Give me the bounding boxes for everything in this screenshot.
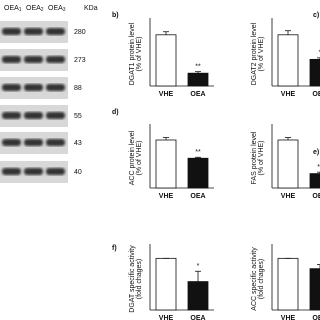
y-axis-label: DGAT1 protein level xyxy=(129,22,136,85)
x-tick-label: OEA xyxy=(312,315,320,320)
x-tick-label: VHE xyxy=(281,193,296,200)
bar xyxy=(277,139,299,189)
mw-label: 273 xyxy=(74,57,86,64)
y-axis-label: (% of VHE) xyxy=(258,140,265,175)
lane-name: OEA xyxy=(4,5,19,12)
significance: ** xyxy=(195,64,201,71)
blot-band xyxy=(2,139,21,146)
y-axis-label: (% of VHE) xyxy=(258,36,265,71)
blot-band xyxy=(2,84,21,91)
bar xyxy=(277,34,299,87)
x-tick-label: OEA xyxy=(190,315,205,320)
blot-band xyxy=(46,28,65,35)
panel-label: d) xyxy=(112,109,119,116)
blot-band xyxy=(24,168,43,175)
significance: * xyxy=(319,50,320,57)
lane-name: OEA xyxy=(48,5,63,12)
panel-label: b) xyxy=(112,12,119,19)
panel-label: c) xyxy=(313,12,319,19)
x-tick-label: VHE xyxy=(159,315,174,320)
blot-band xyxy=(46,56,65,63)
lane-label: OEA2 xyxy=(26,5,44,13)
panel-label: e) xyxy=(313,149,319,156)
blot-band xyxy=(24,112,43,119)
bar xyxy=(187,72,209,87)
bar xyxy=(277,257,299,311)
y-axis-label: (% of VHE) xyxy=(136,36,143,71)
blot-band xyxy=(24,84,43,91)
lane-sub: 2 xyxy=(41,7,44,13)
x-tick-label: VHE xyxy=(281,315,296,320)
bar xyxy=(309,173,320,189)
mw-label: 43 xyxy=(74,140,82,147)
unit-label: KDa xyxy=(84,5,98,12)
bar xyxy=(309,268,320,311)
bar xyxy=(187,157,209,189)
x-tick-label: OEA xyxy=(190,193,205,200)
lane-sub: 1 xyxy=(19,7,22,13)
y-axis-label: ACC specific activity xyxy=(251,247,258,311)
bar xyxy=(155,34,177,87)
blot-band xyxy=(46,112,65,119)
significance: * xyxy=(197,263,200,270)
y-axis-label: (fold chages) xyxy=(136,259,143,299)
x-tick-label: OEA xyxy=(312,193,320,200)
bar xyxy=(155,139,177,189)
blot-band xyxy=(2,168,21,175)
mw-label: 40 xyxy=(74,169,82,176)
blot-band xyxy=(2,56,21,63)
significance: ** xyxy=(317,164,320,171)
y-axis-label: FAS protein level xyxy=(251,131,258,184)
y-axis-label: DGAT specific activity xyxy=(129,245,136,313)
mw-label: 55 xyxy=(74,113,82,120)
lane-name: OEA xyxy=(26,5,41,12)
bar xyxy=(187,281,209,311)
blot-band xyxy=(2,112,21,119)
y-axis-label: DGAT2 protein level xyxy=(251,22,258,85)
blot-band xyxy=(46,84,65,91)
x-tick-label: VHE xyxy=(159,193,174,200)
blot-band xyxy=(46,168,65,175)
blot-band xyxy=(24,56,43,63)
blot-band xyxy=(2,28,21,35)
x-tick-label: OEA xyxy=(312,91,320,98)
lane-sub: 3 xyxy=(63,7,66,13)
x-tick-label: OEA xyxy=(190,91,205,98)
y-axis-label: (% of VHE) xyxy=(136,140,143,175)
y-axis-label: ACC protein level xyxy=(129,130,136,185)
x-tick-label: VHE xyxy=(159,91,174,98)
lane-label: OEA3 xyxy=(48,5,66,13)
panel-label: f) xyxy=(112,245,117,252)
significance: ** xyxy=(195,149,201,156)
mw-label: 88 xyxy=(74,85,82,92)
bar xyxy=(155,257,177,311)
y-axis-label: (fold chages) xyxy=(258,259,265,299)
blot-band xyxy=(46,139,65,146)
blot-band xyxy=(24,139,43,146)
blot-band xyxy=(24,28,43,35)
bar xyxy=(309,58,320,87)
mw-label: 280 xyxy=(74,29,86,36)
x-tick-label: VHE xyxy=(281,91,296,98)
lane-label: OEA1 xyxy=(4,5,22,13)
